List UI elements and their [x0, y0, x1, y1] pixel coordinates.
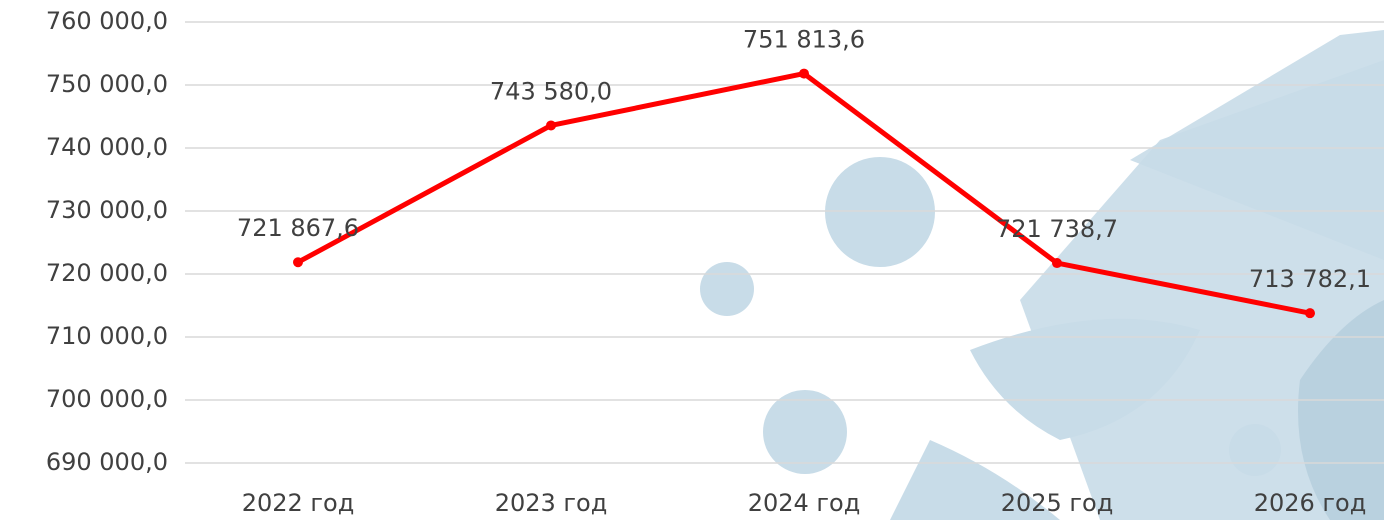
x-tick-label: 2023 год: [495, 489, 608, 517]
y-tick-label: 760 000,0: [46, 7, 168, 35]
y-tick-label: 730 000,0: [46, 196, 168, 224]
data-point: [293, 257, 303, 268]
data-label: 743 580,0: [490, 77, 612, 105]
x-tick-label: 2025 год: [1001, 489, 1114, 517]
data-label: 721 738,7: [996, 215, 1118, 243]
data-label: 721 867,6: [237, 214, 359, 242]
y-tick-label: 690 000,0: [46, 448, 168, 476]
x-tick-label: 2024 год: [748, 489, 861, 517]
background-decoration: [700, 30, 1384, 520]
data-point: [799, 68, 809, 79]
data-point: [1052, 258, 1062, 269]
x-tick-label: 2026 год: [1254, 489, 1367, 517]
data-label: 751 813,6: [743, 26, 865, 54]
x-tick-label: 2022 год: [242, 489, 355, 517]
y-tick-label: 710 000,0: [46, 322, 168, 350]
y-tick-label: 720 000,0: [46, 259, 168, 287]
data-label: 713 782,1: [1249, 265, 1371, 293]
y-tick-label: 740 000,0: [46, 133, 168, 161]
y-tick-label: 700 000,0: [46, 385, 168, 413]
data-point: [1305, 308, 1315, 319]
data-point: [546, 120, 556, 131]
y-tick-label: 750 000,0: [46, 70, 168, 98]
